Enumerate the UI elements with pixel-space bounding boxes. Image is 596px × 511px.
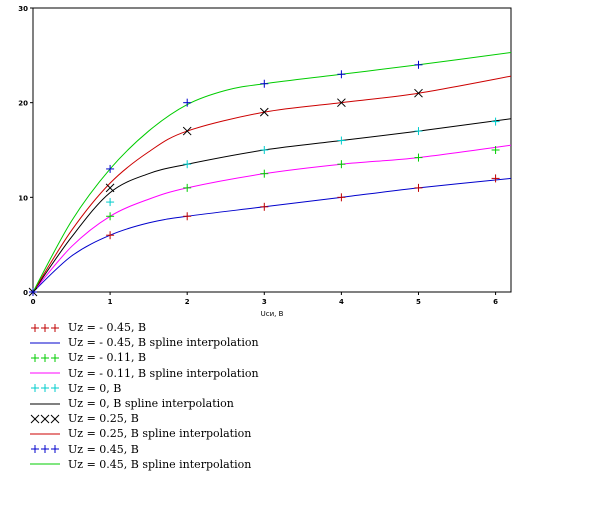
legend-entry: Uz = - 0.45, В bbox=[30, 320, 259, 335]
series-4-point bbox=[337, 136, 346, 145]
legend-entry: Uz = - 0.11, В bbox=[30, 350, 259, 365]
x-tick-label: 4 bbox=[339, 298, 344, 306]
series-4-point bbox=[260, 146, 269, 154]
series-0-point bbox=[337, 193, 346, 202]
series-8-point bbox=[106, 164, 115, 173]
series-0-point bbox=[491, 174, 500, 183]
series-8-point bbox=[414, 60, 423, 69]
series-6-point bbox=[105, 183, 115, 193]
series-6-point bbox=[182, 126, 192, 136]
series-2-point bbox=[337, 160, 346, 169]
series-4-point bbox=[414, 127, 423, 136]
series-6-point bbox=[337, 98, 346, 108]
legend-label: Uz = - 0.45, В spline interpolation bbox=[68, 336, 259, 350]
series-line-7 bbox=[32, 75, 512, 293]
chart: 0 1 2 3 4 5 6 0 10 20 30 Uси, В bbox=[18, 5, 512, 318]
plot-axes bbox=[30, 7, 512, 295]
legend-swatch bbox=[31, 323, 59, 332]
legend-label: Uz = 0.25, В spline interpolation bbox=[68, 427, 252, 441]
legend-label: Uz = - 0.11, В bbox=[68, 351, 147, 365]
legend-entry: Uz = 0, В spline interpolation bbox=[30, 396, 259, 411]
legend-label: Uz = 0, В bbox=[68, 381, 122, 395]
x-tick-label: 2 bbox=[185, 298, 190, 306]
x-axis-label: Uси, В bbox=[261, 310, 284, 318]
legend: Uz = - 0.45, В Uz = - 0.45, В spline inte… bbox=[30, 320, 259, 472]
legend-label: Uz = - 0.45, В bbox=[68, 321, 147, 335]
series-0-point bbox=[106, 231, 115, 240]
x-tick-label: 0 bbox=[31, 298, 36, 306]
legend-entry: Uz = 0.45, В bbox=[30, 442, 259, 457]
y-tick-label: 30 bbox=[18, 5, 28, 13]
series-8-point bbox=[183, 98, 192, 107]
legend-swatch bbox=[30, 342, 60, 344]
series-4-point bbox=[106, 198, 115, 207]
legend-swatch bbox=[30, 372, 60, 374]
series-2-point bbox=[260, 169, 269, 178]
legend-swatch bbox=[30, 403, 60, 405]
legend-swatch bbox=[30, 414, 60, 424]
legend-label: Uz = 0, В spline interpolation bbox=[68, 397, 234, 411]
series-2-point bbox=[183, 183, 192, 192]
x-tick-label: 3 bbox=[262, 298, 267, 306]
plot-frame bbox=[32, 7, 512, 293]
x-tick-label: 5 bbox=[416, 298, 421, 306]
series-0-point bbox=[183, 212, 192, 221]
tick-labels: 0 1 2 3 4 5 6 0 10 20 30 bbox=[18, 5, 498, 306]
series-4-point bbox=[183, 160, 192, 169]
series-line-3 bbox=[32, 144, 512, 293]
series-8-point bbox=[337, 70, 346, 79]
y-tick-label: 10 bbox=[18, 194, 28, 202]
legend-entry: Uz = - 0.45, В spline interpolation bbox=[30, 335, 259, 350]
legend-entry: Uz = 0.25, В spline interpolation bbox=[30, 426, 259, 441]
legend-entry: Uz = 0.25, В bbox=[30, 411, 259, 426]
series-2-point bbox=[414, 153, 423, 162]
series-8-point bbox=[29, 288, 37, 296]
legend-entry: Uz = 0.45, В spline interpolation bbox=[30, 457, 259, 472]
legend-swatch bbox=[30, 463, 60, 465]
legend-entry: Uz = 0, В bbox=[30, 381, 259, 396]
x-tick-label: 1 bbox=[108, 298, 113, 306]
series-line-1 bbox=[32, 177, 512, 293]
series-0-point bbox=[414, 183, 423, 192]
legend-entry: Uz = - 0.11, В spline interpolation bbox=[30, 366, 259, 381]
legend-swatch bbox=[30, 433, 60, 435]
legend-swatch bbox=[31, 445, 59, 454]
series-8-point bbox=[260, 79, 269, 88]
legend-label: Uz = 0.45, В spline interpolation bbox=[68, 457, 252, 471]
series-4-point bbox=[491, 117, 500, 126]
y-tick-label: 20 bbox=[18, 100, 28, 108]
series-2-point bbox=[491, 146, 500, 154]
series-0-point bbox=[260, 202, 269, 211]
legend-label: Uz = - 0.11, В spline interpolation bbox=[68, 366, 259, 380]
series-line-5 bbox=[32, 118, 512, 293]
series-2-point bbox=[106, 212, 115, 221]
legend-label: Uz = 0.45, В bbox=[68, 442, 139, 456]
y-tick-label: 0 bbox=[23, 289, 28, 297]
legend-label: Uz = 0.25, В bbox=[68, 412, 139, 426]
plot-series bbox=[28, 51, 512, 297]
series-6-point bbox=[414, 88, 423, 98]
legend-swatch bbox=[31, 353, 59, 362]
series-line-9 bbox=[32, 51, 512, 293]
series-6-point bbox=[259, 107, 269, 117]
legend-swatch bbox=[31, 384, 59, 393]
x-tick-label: 6 bbox=[493, 298, 498, 306]
